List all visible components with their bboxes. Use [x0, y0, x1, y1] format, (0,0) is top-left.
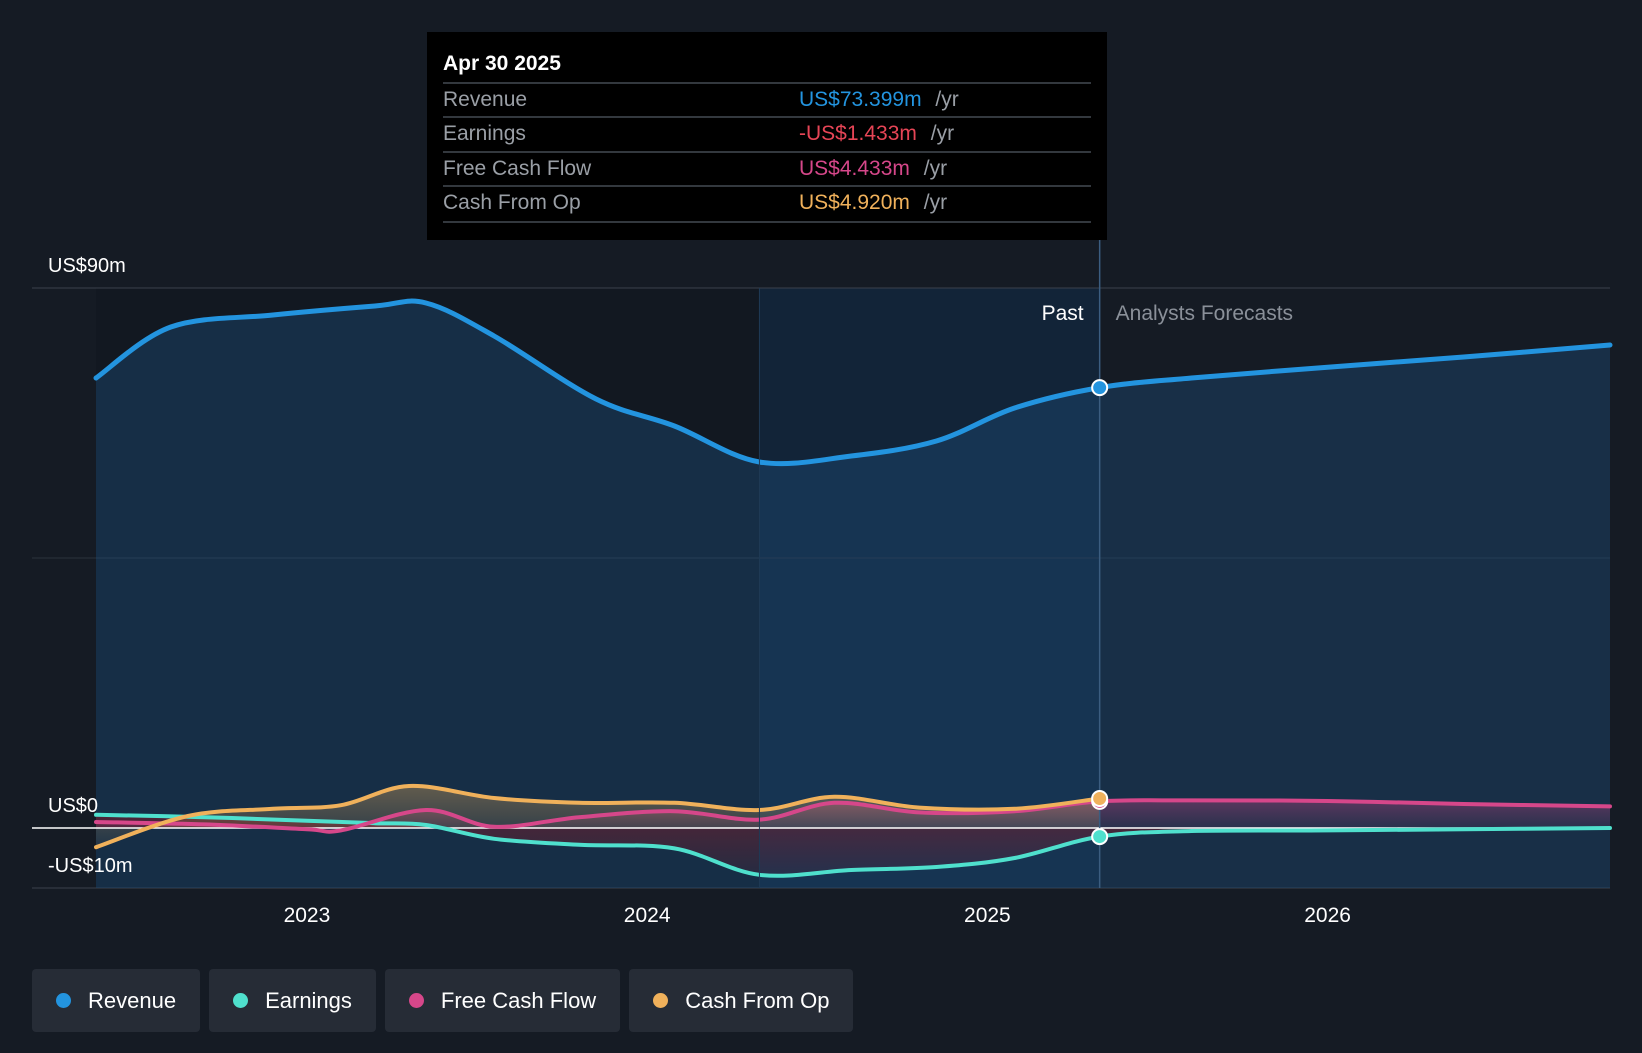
x-tick-label: 2025: [964, 904, 1011, 927]
free-cash-flow-line[interactable]: [94, 798, 1612, 834]
revenue-line[interactable]: [93, 298, 1613, 467]
earnings-dot-icon: [233, 993, 249, 1008]
tooltip-cfo-value: US$4.920m /yr: [799, 191, 947, 214]
x-tick-label: 2023: [284, 904, 331, 927]
cash-from-op-dot-icon: [653, 993, 669, 1008]
earnings-line[interactable]: [94, 812, 1612, 878]
cash-from-op-marker-dot[interactable]: [1091, 789, 1109, 807]
free-cash-flow-dot-icon: [408, 993, 424, 1008]
revenue-dot-icon: [56, 993, 71, 1008]
earnings-marker-dot[interactable]: [1091, 828, 1109, 846]
tooltip-background: [427, 32, 1107, 240]
tooltip-revenue-value: US$73.399m /yr: [799, 88, 959, 111]
tooltip-earnings-label: Earnings: [443, 122, 526, 145]
tooltip-earnings-unit: /yr: [931, 122, 954, 145]
cash-from-op-line[interactable]: [94, 783, 1102, 850]
highlight-region-background: [759, 288, 1100, 888]
tooltip-cfo-unit: /yr: [924, 191, 947, 214]
x-tick-label: 2026: [1304, 904, 1351, 927]
revenue-marker-dot[interactable]: [1091, 379, 1109, 397]
tooltip-fcf-unit: /yr: [924, 157, 947, 180]
y-tick-label-zero: US$0: [48, 795, 98, 817]
legend-label: Earnings: [265, 987, 352, 1013]
tooltip-fcf-amount: US$4.433m: [799, 157, 910, 180]
analysts-forecasts-label: Analysts Forecasts: [1116, 302, 1293, 325]
tooltip-fcf-label: Free Cash Flow: [443, 157, 592, 180]
past-label: Past: [1042, 302, 1084, 325]
y-tick-label-bottom: -US$10m: [48, 855, 132, 877]
tooltip-cfo-label: Cash From Op: [443, 191, 581, 214]
tooltip-earnings-amount: -US$1.433m: [799, 122, 917, 145]
tooltip: Apr 30 2025 Revenue US$73.399m /yr Earni…: [427, 32, 1107, 240]
legend-item-cash-from-op[interactable]: Cash From Op: [629, 969, 854, 1032]
legend: Revenue Earnings Free Cash Flow Cash Fro…: [32, 969, 854, 1032]
legend-label: Revenue: [88, 987, 177, 1013]
tooltip-cfo-amount: US$4.920m: [799, 191, 910, 214]
tooltip-revenue-label: Revenue: [443, 88, 527, 111]
revenue-area: [96, 301, 1610, 889]
legend-item-earnings[interactable]: Earnings: [209, 969, 376, 1032]
x-axis-ticks: 2023 2024 2025 2026: [284, 904, 1351, 927]
legend-label: Free Cash Flow: [440, 987, 597, 1013]
legend-label: Cash From Op: [685, 987, 830, 1013]
tooltip-fcf-value: US$4.433m /yr: [799, 157, 947, 180]
tooltip-earnings-value: -US$1.433m /yr: [799, 122, 954, 145]
legend-item-revenue[interactable]: Revenue: [32, 969, 201, 1032]
tooltip-date: Apr 30 2025: [443, 52, 561, 75]
tooltip-revenue-amount: US$73.399m: [799, 88, 922, 111]
tooltip-revenue-unit: /yr: [935, 88, 958, 111]
x-tick-label: 2024: [624, 904, 671, 927]
y-tick-label-top: US$90m: [48, 255, 126, 277]
legend-item-free-cash-flow[interactable]: Free Cash Flow: [384, 969, 621, 1032]
